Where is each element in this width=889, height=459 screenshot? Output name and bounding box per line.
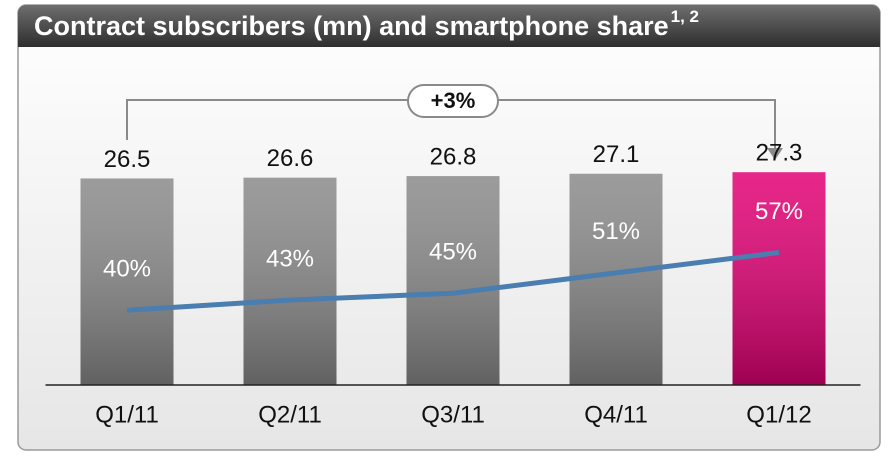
line-value-label: 57%: [755, 198, 803, 225]
title-superscript: 1, 2: [671, 7, 699, 26]
chart-title: Contract subscribers (mn) and smartphone…: [34, 7, 699, 41]
line-value-label: 40%: [103, 256, 151, 283]
growth-bracket: +3%: [126, 84, 783, 160]
x-tick-label: Q4/11: [584, 401, 648, 428]
annotation-oval: [407, 84, 499, 118]
bar-value-label: 26.8: [430, 143, 477, 170]
bar-shade: [732, 172, 826, 385]
bar-value-label: 27.3: [756, 140, 803, 167]
title-bar: [18, 5, 880, 47]
bar-value-label: 26.5: [104, 146, 151, 173]
bar-shade: [243, 177, 337, 385]
bar-shade: [569, 173, 663, 385]
x-tick-label: Q1/12: [746, 401, 811, 428]
bar-shade: [80, 178, 174, 385]
title-text: Contract subscribers (mn) and smartphone…: [34, 11, 669, 41]
bar-shade: [406, 176, 500, 385]
x-tick-label: Q2/11: [258, 401, 322, 428]
bar-value-label: 27.1: [593, 141, 640, 168]
line-value-label: 43%: [266, 245, 314, 272]
bracket-line: [126, 99, 776, 148]
annotation: +3%: [431, 88, 476, 113]
line-value-label: 45%: [429, 239, 477, 266]
bar-value-label: 26.6: [267, 145, 314, 172]
x-tick-label: Q1/11: [95, 401, 159, 428]
bracket-arrow: [767, 148, 783, 160]
line-value-label: 51%: [592, 218, 640, 245]
x-tick-label: Q3/11: [421, 401, 485, 428]
line: [126, 250, 780, 313]
